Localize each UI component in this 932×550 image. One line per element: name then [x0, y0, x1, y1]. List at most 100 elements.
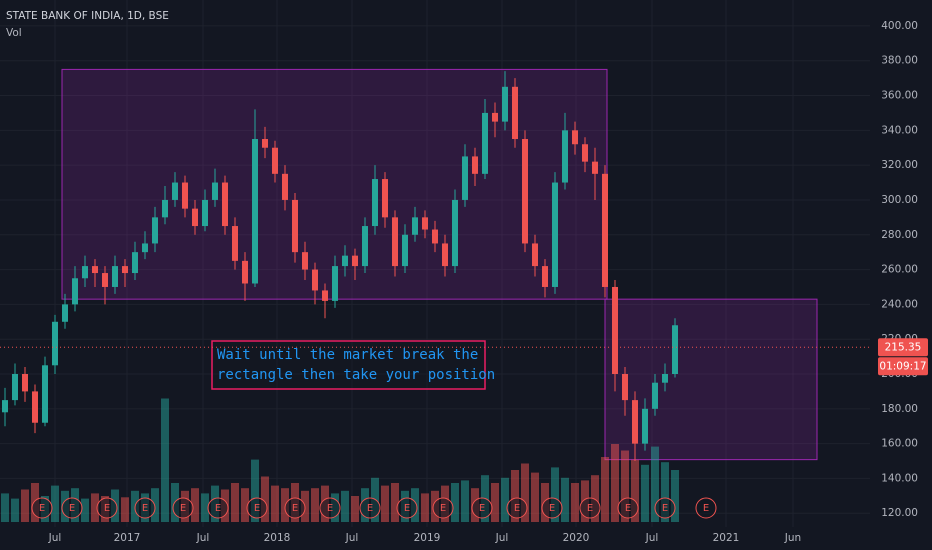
last-price-label: 215.35: [885, 341, 922, 353]
earnings-marker: [471, 497, 493, 519]
candle-body: [172, 182, 178, 200]
candle-body: [532, 243, 538, 267]
candle-body: [482, 112, 488, 174]
volume-bar: [631, 459, 639, 522]
volume-bar: [621, 450, 629, 522]
y-tick-label: 140.00: [881, 472, 918, 484]
candle-body: [662, 374, 668, 383]
y-tick-label: 360.00: [881, 90, 918, 102]
volume-bar: [561, 477, 569, 522]
candle-body: [102, 273, 108, 287]
candle-body: [392, 217, 398, 267]
chart-title: STATE BANK OF INDIA, 1D, BSE: [6, 10, 169, 22]
earnings-marker: [284, 497, 306, 519]
volume-bar: [1, 493, 9, 522]
candle-body: [2, 400, 8, 413]
volume-bar: [611, 444, 619, 522]
candle-body: [542, 266, 548, 287]
y-tick-label: 380.00: [881, 55, 918, 67]
y-tick-label: 120.00: [881, 507, 918, 519]
earnings-label: E: [292, 503, 298, 514]
volume-bar: [21, 489, 29, 522]
candle-body: [602, 173, 608, 287]
x-tick-label: 2019: [414, 532, 441, 544]
volume-bar: [461, 480, 469, 522]
earnings-label: E: [39, 503, 45, 514]
x-tick-label: Jul: [48, 532, 62, 544]
earnings-label: E: [479, 503, 485, 514]
y-tick-label: 280.00: [881, 229, 918, 241]
x-tick-label: Jul: [345, 532, 359, 544]
candle-body: [592, 161, 598, 174]
candle-body: [522, 139, 528, 244]
candle-body: [502, 86, 508, 122]
candle-body: [322, 290, 328, 301]
annotation-box: [211, 340, 486, 390]
candle-body: [122, 266, 128, 274]
annotation-text: Wait until the market break the: [217, 347, 478, 363]
countdown-badge: [878, 357, 928, 376]
candle-body: [262, 139, 268, 148]
candle-body: [372, 179, 378, 227]
candle-body: [12, 374, 18, 401]
x-tick-label: 2017: [114, 532, 141, 544]
candle-body: [42, 365, 48, 423]
earnings-label: E: [514, 503, 520, 514]
candle-body: [282, 173, 288, 200]
volume-bar: [451, 483, 459, 522]
candle-body: [222, 182, 228, 227]
candle-body: [202, 199, 208, 227]
volume-bar: [351, 496, 359, 522]
candle-body: [632, 400, 638, 444]
candle-body: [242, 260, 248, 284]
candle-body: [422, 217, 428, 230]
earnings-marker: [654, 497, 676, 519]
earnings-label: E: [215, 503, 221, 514]
candle-body: [312, 269, 318, 291]
volume-bar: [381, 485, 389, 522]
x-tick-label: Jul: [495, 532, 509, 544]
volume-bar: [311, 488, 319, 522]
volume-bar: [241, 488, 249, 522]
candle-body: [582, 144, 588, 162]
volume-bar: [11, 498, 19, 522]
candle-body: [442, 243, 448, 267]
candle-body: [572, 130, 578, 145]
candle-body: [672, 325, 678, 375]
y-tick-label: 260.00: [881, 264, 918, 276]
earnings-label: E: [142, 503, 148, 514]
volume-bar: [551, 467, 559, 522]
candle-body: [62, 304, 68, 322]
earnings-marker: [61, 497, 83, 519]
candle-body: [552, 182, 558, 287]
candle-body: [412, 217, 418, 235]
candle-body: [512, 86, 518, 140]
candle-body: [162, 199, 168, 218]
candle-body: [352, 255, 358, 267]
candle-body: [462, 156, 468, 200]
x-tick-label: 2021: [713, 532, 740, 544]
x-tick-label: Jul: [645, 532, 659, 544]
earnings-marker: [695, 497, 717, 519]
earnings-marker: [396, 497, 418, 519]
volume-bar: [271, 485, 279, 522]
x-tick-label: Jun: [784, 532, 801, 544]
candle-body: [642, 408, 648, 444]
earnings-label: E: [104, 503, 110, 514]
volume-bar: [261, 476, 269, 522]
volume-bar: [671, 470, 679, 522]
candle-body: [232, 226, 238, 261]
candle-body: [92, 266, 98, 274]
candle-body: [292, 199, 298, 253]
x-tick-label: 2018: [264, 532, 291, 544]
volume-bar: [161, 398, 169, 522]
candle-body: [72, 278, 78, 305]
annotation-text: rectangle then take your position: [217, 367, 495, 383]
earnings-label: E: [587, 503, 593, 514]
earnings-label: E: [254, 503, 260, 514]
volume-bar: [511, 470, 519, 522]
candle-body: [492, 112, 498, 122]
y-tick-label: 340.00: [881, 124, 918, 136]
